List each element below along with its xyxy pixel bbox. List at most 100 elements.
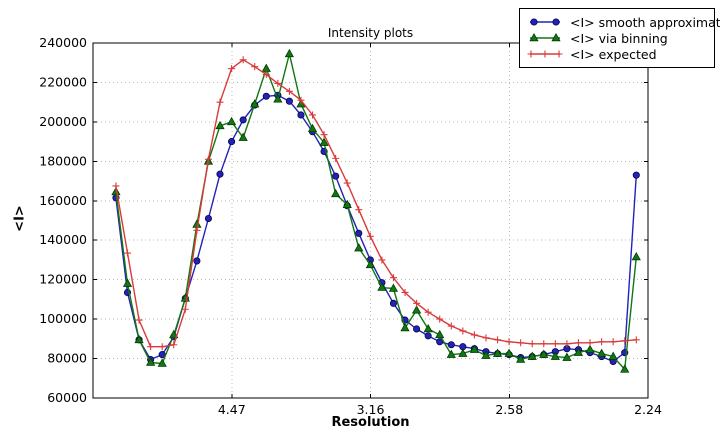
- data-point-triangle: [516, 354, 526, 363]
- data-point-triangle: [261, 63, 271, 72]
- data-point-plus: [320, 131, 328, 139]
- data-point-plus: [158, 343, 166, 351]
- data-point-triangle: [423, 323, 433, 333]
- data-point-triangle: [134, 334, 144, 344]
- data-point-plus: [285, 87, 293, 95]
- data-point-plus: [436, 315, 444, 323]
- data-point-plus: [332, 154, 340, 162]
- data-point-plus: [181, 305, 189, 313]
- data-point-triangle: [169, 329, 179, 339]
- data-point-circle: [355, 229, 363, 237]
- data-point-triangle: [331, 188, 341, 198]
- data-point-plus: [528, 340, 536, 348]
- data-point-plus: [482, 334, 490, 342]
- data-point-plus: [389, 274, 397, 282]
- legend-item-label: <I> expected: [570, 46, 657, 62]
- data-point-triangle: [238, 132, 248, 141]
- data-point-plus: [401, 288, 409, 296]
- data-point-plus: [505, 338, 513, 346]
- y-tick-label: 160000: [39, 193, 87, 208]
- x-tick-label: 3.16: [357, 402, 385, 417]
- data-point-plus: [170, 341, 178, 349]
- data-point-plus: [413, 299, 421, 307]
- data-point-plus: [147, 343, 155, 351]
- data-point-triangle: [631, 251, 641, 261]
- x-axis-label: Resolution: [331, 415, 410, 430]
- data-point-circle: [436, 338, 444, 346]
- data-point-plus: [216, 98, 224, 106]
- y-tick-label: 60000: [47, 390, 87, 405]
- data-point-plus: [447, 322, 455, 330]
- data-point-circle: [204, 214, 212, 223]
- data-point-circle: [285, 97, 293, 105]
- data-point-plus: [366, 232, 374, 240]
- data-point-triangle: [492, 348, 503, 357]
- data-point-triangle: [504, 348, 514, 357]
- chart-title: Intensity plots: [327, 26, 414, 40]
- y-tick-label: 120000: [39, 272, 87, 287]
- legend-item-label: <I> via binning: [570, 30, 668, 46]
- data-point-triangle: [111, 186, 121, 196]
- data-point-plus: [459, 327, 467, 335]
- data-point-triangle: [307, 123, 318, 133]
- data-point-circle: [424, 332, 432, 340]
- data-point-plus: [540, 340, 548, 348]
- data-point-triangle: [365, 259, 375, 269]
- data-point-circle: [632, 171, 640, 179]
- data-point-circle: [193, 257, 201, 265]
- legend: <I> smooth approximation <I> via binning…: [519, 8, 720, 68]
- data-point-circle: [447, 341, 455, 349]
- data-point-triangle: [527, 351, 537, 360]
- data-point-triangle: [377, 282, 387, 291]
- data-point-plus: [124, 249, 132, 257]
- x-tick-label: 4.47: [218, 402, 246, 417]
- data-point-triangle: [122, 278, 133, 287]
- data-point-triangle: [446, 349, 456, 358]
- data-point-plus: [112, 182, 120, 190]
- data-point-plus: [274, 79, 282, 87]
- legend-item-via-binning: <I> via binning: [527, 30, 707, 46]
- data-point-plus: [204, 155, 212, 163]
- data-point-plus: [517, 339, 525, 347]
- data-point-circle: [389, 299, 397, 307]
- y-tick-label: 240000: [39, 35, 87, 50]
- legend-item-smooth-approximation: <I> smooth approximation: [527, 14, 720, 30]
- series-line-0: [115, 94, 637, 363]
- data-point-triangle: [342, 199, 352, 208]
- data-point-circle: [216, 170, 224, 178]
- data-point-plus: [135, 316, 143, 324]
- data-point-plus: [632, 336, 640, 344]
- data-point-triangle: [585, 344, 595, 353]
- data-point-triangle: [284, 48, 294, 58]
- data-point-triangle: [215, 120, 225, 130]
- data-point-triangle: [469, 344, 479, 353]
- data-point-triangle: [435, 329, 445, 339]
- y-axis-label: <I>: [12, 205, 28, 232]
- data-point-triangle: [226, 116, 237, 126]
- data-point-triangle: [319, 137, 329, 146]
- data-point-plus: [309, 111, 317, 119]
- data-point-plus: [621, 337, 629, 345]
- blue-circle-line-marker-icon: [530, 18, 560, 26]
- data-point-circle: [239, 116, 247, 124]
- y-tick-label: 220000: [39, 74, 87, 89]
- green-triangle-line-marker-icon: [529, 32, 561, 42]
- y-tick-label: 140000: [39, 232, 87, 247]
- data-point-plus: [598, 338, 606, 346]
- data-point-triangle: [620, 364, 630, 373]
- data-point-plus: [239, 56, 247, 64]
- data-point-triangle: [562, 352, 572, 361]
- data-point-circle: [262, 92, 270, 100]
- data-point-triangle: [573, 347, 584, 356]
- legend-item-label: <I> smooth approximation: [570, 14, 720, 30]
- data-point-circle: [228, 138, 236, 146]
- data-point-triangle: [157, 358, 167, 367]
- data-point-plus: [343, 179, 351, 187]
- y-tick-label: 180000: [39, 153, 87, 168]
- data-point-plus: [355, 206, 363, 214]
- y-tick-label: 80000: [47, 351, 87, 366]
- series-line-1: [115, 53, 637, 371]
- data-point-triangle: [481, 350, 491, 359]
